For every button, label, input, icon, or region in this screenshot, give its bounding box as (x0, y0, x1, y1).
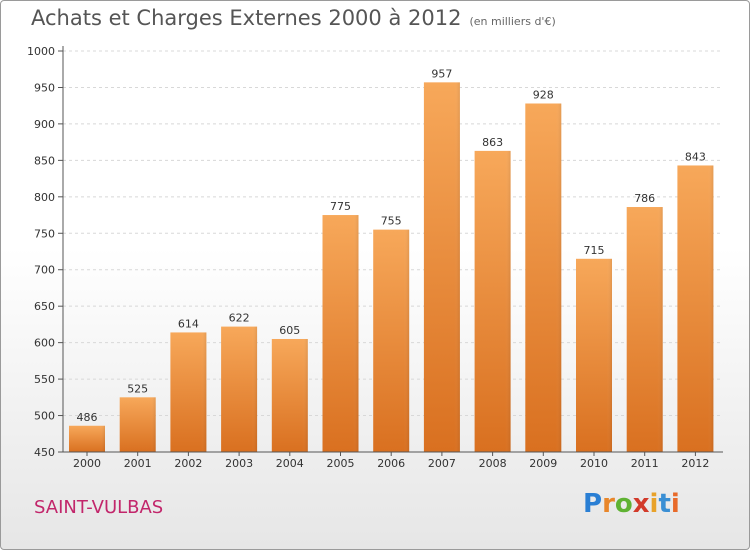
bar-value-label: 715 (584, 244, 605, 257)
bar-shade (170, 332, 207, 452)
bar-value-label: 928 (533, 88, 554, 101)
bar-value-label: 863 (482, 136, 503, 149)
y-tick-label: 550 (34, 373, 55, 386)
bar-shade (373, 229, 410, 452)
bar-shade (576, 258, 612, 452)
bar-value-label: 957 (431, 67, 452, 80)
x-tick-label: 2012 (681, 457, 709, 470)
y-tick-label: 650 (34, 300, 55, 313)
bar-shade (69, 425, 105, 452)
y-tick-label: 600 (34, 337, 55, 350)
y-tick-label: 500 (34, 410, 55, 423)
x-tick-label: 2002 (174, 457, 202, 470)
bar-value-label: 525 (127, 382, 148, 395)
bar-value-label: 486 (77, 411, 98, 424)
bar-shade (119, 397, 156, 452)
chart-subtitle: (en milliers d'€) (469, 15, 556, 28)
logo-letter: P (583, 489, 603, 519)
bar-shade (271, 338, 308, 452)
title-text: Achats et Charges Externes 2000 à 2012 (31, 6, 462, 30)
logo-letter: r (602, 489, 615, 519)
logo-letter: x (632, 489, 650, 519)
y-tick-label: 750 (34, 227, 55, 240)
bar-value-label: 622 (229, 312, 250, 325)
bar-shade (525, 103, 562, 453)
bar-value-label: 605 (279, 324, 300, 337)
bar-value-label: 775 (330, 200, 351, 213)
logo-letter: i (649, 489, 659, 519)
x-tick-label: 2010 (580, 457, 608, 470)
y-tick-label: 450 (34, 446, 55, 459)
x-tick-label: 2003 (225, 457, 253, 470)
commune-name: SAINT-VULBAS (34, 497, 164, 518)
y-tick-label: 900 (34, 118, 55, 131)
x-tick-label: 2006 (377, 457, 405, 470)
bar-value-label: 755 (381, 215, 402, 228)
logo-letter: i (670, 489, 680, 519)
x-tick-label: 2007 (428, 457, 456, 470)
bar-value-label: 843 (685, 150, 706, 163)
x-tick-label: 2008 (479, 457, 507, 470)
bar-shade (474, 150, 511, 453)
x-tick-label: 2001 (124, 457, 152, 470)
y-tick-label: 700 (34, 264, 55, 277)
bar-shade (423, 82, 460, 453)
bar-shade (221, 326, 258, 452)
bar-shade (677, 165, 714, 452)
x-tick-label: 2004 (276, 457, 304, 470)
bar-shade (626, 207, 663, 452)
x-tick-label: 2009 (529, 457, 557, 470)
y-tick-label: 800 (34, 191, 55, 204)
chart-title: Achats et Charges Externes 2000 à 2012 (e… (31, 6, 556, 30)
logo-letter: o (614, 489, 633, 519)
bar-value-label: 786 (634, 192, 655, 205)
proxiti-logo: Proxiti (583, 489, 680, 519)
y-tick-label: 1000 (27, 45, 55, 58)
y-tick-label: 950 (34, 81, 55, 94)
y-tick-label: 850 (34, 154, 55, 167)
x-tick-label: 2005 (327, 457, 355, 470)
bar-shade (322, 215, 359, 452)
bar-value-label: 614 (178, 317, 199, 330)
logo-letter: t (658, 489, 671, 519)
x-tick-label: 2000 (73, 457, 101, 470)
x-tick-label: 2011 (631, 457, 659, 470)
